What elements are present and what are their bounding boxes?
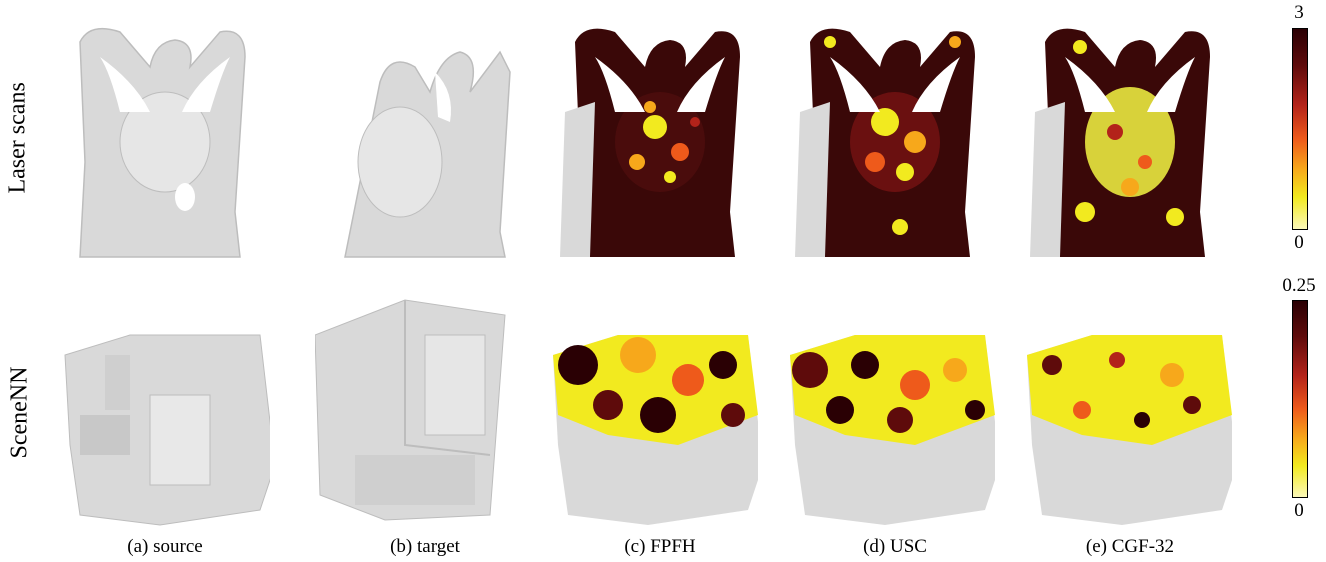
panel-laser-cgf32 (1025, 12, 1235, 262)
panel-laser-target (320, 12, 530, 262)
caption-fpfh: (c) FPFH (624, 536, 696, 557)
row-label-laser-scans: Laser scans (4, 82, 31, 194)
caption-usc: (d) USC (863, 536, 927, 557)
panel-scenenn-target (315, 290, 525, 540)
colorbar-scenenn (1292, 300, 1308, 498)
panel-scenenn-usc (785, 290, 995, 540)
row-label-scenenn: SceneNN (6, 366, 33, 459)
caption-cgf32: (e) CGF-32 (1085, 536, 1175, 557)
colorbar-2-min-label: 0 (1294, 500, 1304, 521)
panel-scenenn-fpfh (548, 290, 758, 540)
panel-scenenn-source (60, 290, 270, 540)
colorbar-laser-scans (1292, 28, 1308, 230)
caption-source: (a) source (127, 536, 203, 557)
panel-scenenn-cgf32 (1022, 290, 1232, 540)
colorbar-2-max-label: 0.25 (1282, 275, 1316, 296)
caption-target: (b) target (390, 536, 460, 557)
colorbar-1-max-label: 3 (1294, 2, 1304, 23)
colorbar-1-min-label: 0 (1294, 232, 1304, 253)
panel-laser-fpfh (555, 12, 765, 262)
panel-laser-usc (790, 12, 1000, 262)
panel-laser-source (60, 12, 270, 262)
